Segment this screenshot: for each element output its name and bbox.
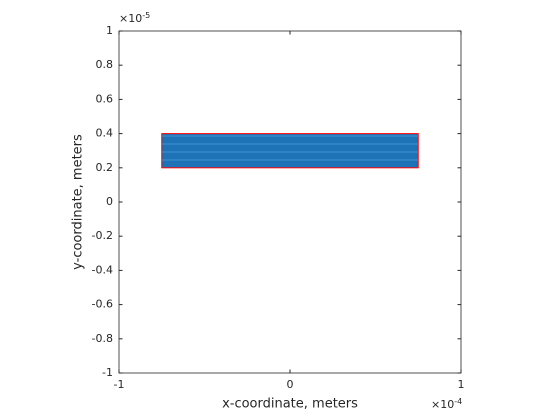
y-tick-label: 0 <box>106 195 113 208</box>
geometry-edge <box>161 133 419 169</box>
y-exponent-base: ×10 <box>119 12 142 25</box>
y-tick-label: 0.2 <box>96 161 114 174</box>
axes-box <box>118 30 462 374</box>
y-tick-label: 0.8 <box>96 58 114 71</box>
y-tick-label: -0.4 <box>92 263 113 276</box>
x-exponent: ×10-4 <box>431 397 462 412</box>
y-tick-label: 0.6 <box>96 92 114 105</box>
y-tick-label: -0.6 <box>92 298 113 311</box>
y-tick-label: -1 <box>102 366 113 379</box>
x-tick-label: 1 <box>458 378 465 391</box>
x-tick-label: 0 <box>287 378 294 391</box>
y-exponent-power: -5 <box>142 11 150 20</box>
y-axis-label: y-coordinate, meters <box>71 134 86 270</box>
y-tick-label: 0.4 <box>96 127 114 140</box>
mesh-fill <box>161 133 419 168</box>
y-exponent: ×10-5 <box>119 11 150 26</box>
x-tick-label: -1 <box>114 378 125 391</box>
y-tick-label: -0.8 <box>92 332 113 345</box>
y-tick-label: -0.2 <box>92 229 113 242</box>
x-axis-label: x-coordinate, meters <box>222 397 358 412</box>
y-tick-label: 1 <box>106 24 113 37</box>
x-exponent-power: -4 <box>454 397 462 406</box>
x-exponent-base: ×10 <box>431 398 454 411</box>
